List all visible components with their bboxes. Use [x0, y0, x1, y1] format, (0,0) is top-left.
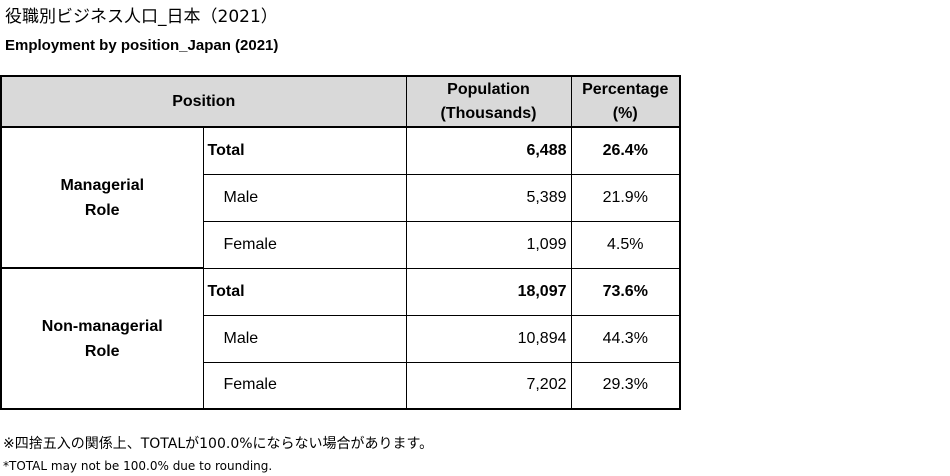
percentage-cell: 21.9%: [570, 173, 681, 222]
table-row: Female 1,099 4.5%: [1, 220, 681, 269]
footnote-english: *TOTAL may not be 100.0% due to rounding…: [3, 459, 273, 473]
category-label-line2: Role: [84, 201, 120, 219]
table-row: Female 7,202 29.3%: [1, 361, 681, 410]
footnote-japanese: ※四捨五入の関係上、TOTALが100.0%にならない場合があります。: [3, 436, 434, 452]
row-label: Total: [202, 126, 407, 175]
category-label-line1: Managerial: [60, 176, 145, 194]
percentage-cell: 73.6%: [570, 267, 681, 316]
table-row: Non-managerial Role Total 18,097 73.6%: [0, 267, 681, 410]
table-row: Managerial Role Total 6,488 26.4%: [0, 126, 681, 269]
population-cell: 5,389: [405, 173, 572, 222]
header-percentage-line1: Percentage: [582, 80, 669, 98]
row-label: Female: [202, 361, 407, 410]
header-population: Population (Thousands): [405, 75, 572, 128]
page-title-japanese: 役職別ビジネス人口_日本（2021）: [5, 7, 278, 27]
category-managerial: Managerial Role: [0, 126, 204, 269]
percentage-cell: 4.5%: [570, 220, 681, 269]
row-label: Female: [202, 220, 407, 269]
category-non-managerial: Non-managerial Role: [0, 267, 204, 410]
category-label-line1: Non-managerial: [41, 317, 163, 335]
header-percentage-line2: (%): [612, 104, 638, 122]
page-title-english: Employment by position_Japan (2021): [5, 37, 279, 54]
employment-table: Position Population (Thousands) Percenta…: [0, 75, 681, 410]
percentage-cell: 29.3%: [570, 361, 681, 410]
header-percentage: Percentage (%): [570, 75, 681, 128]
table-row: Male 5,389 21.9%: [1, 173, 681, 222]
table-header-row: Position Population (Thousands) Percenta…: [0, 75, 681, 128]
row-label: Total: [202, 267, 407, 316]
header-population-line1: Population: [447, 80, 530, 98]
population-cell: 7,202: [405, 361, 572, 410]
category-label-line2: Role: [84, 342, 120, 360]
population-cell: 10,894: [405, 314, 572, 363]
row-label: Male: [202, 173, 407, 222]
header-position-label: Position: [172, 92, 236, 110]
row-label: Male: [202, 314, 407, 363]
percentage-cell: 44.3%: [570, 314, 681, 363]
percentage-cell: 26.4%: [570, 126, 681, 175]
population-cell: 18,097: [405, 267, 572, 316]
header-population-line2: (Thousands): [440, 104, 537, 122]
header-position: Position: [0, 75, 407, 128]
table-row: Male 10,894 44.3%: [1, 314, 681, 363]
population-cell: 1,099: [405, 220, 572, 269]
population-cell: 6,488: [405, 126, 572, 175]
